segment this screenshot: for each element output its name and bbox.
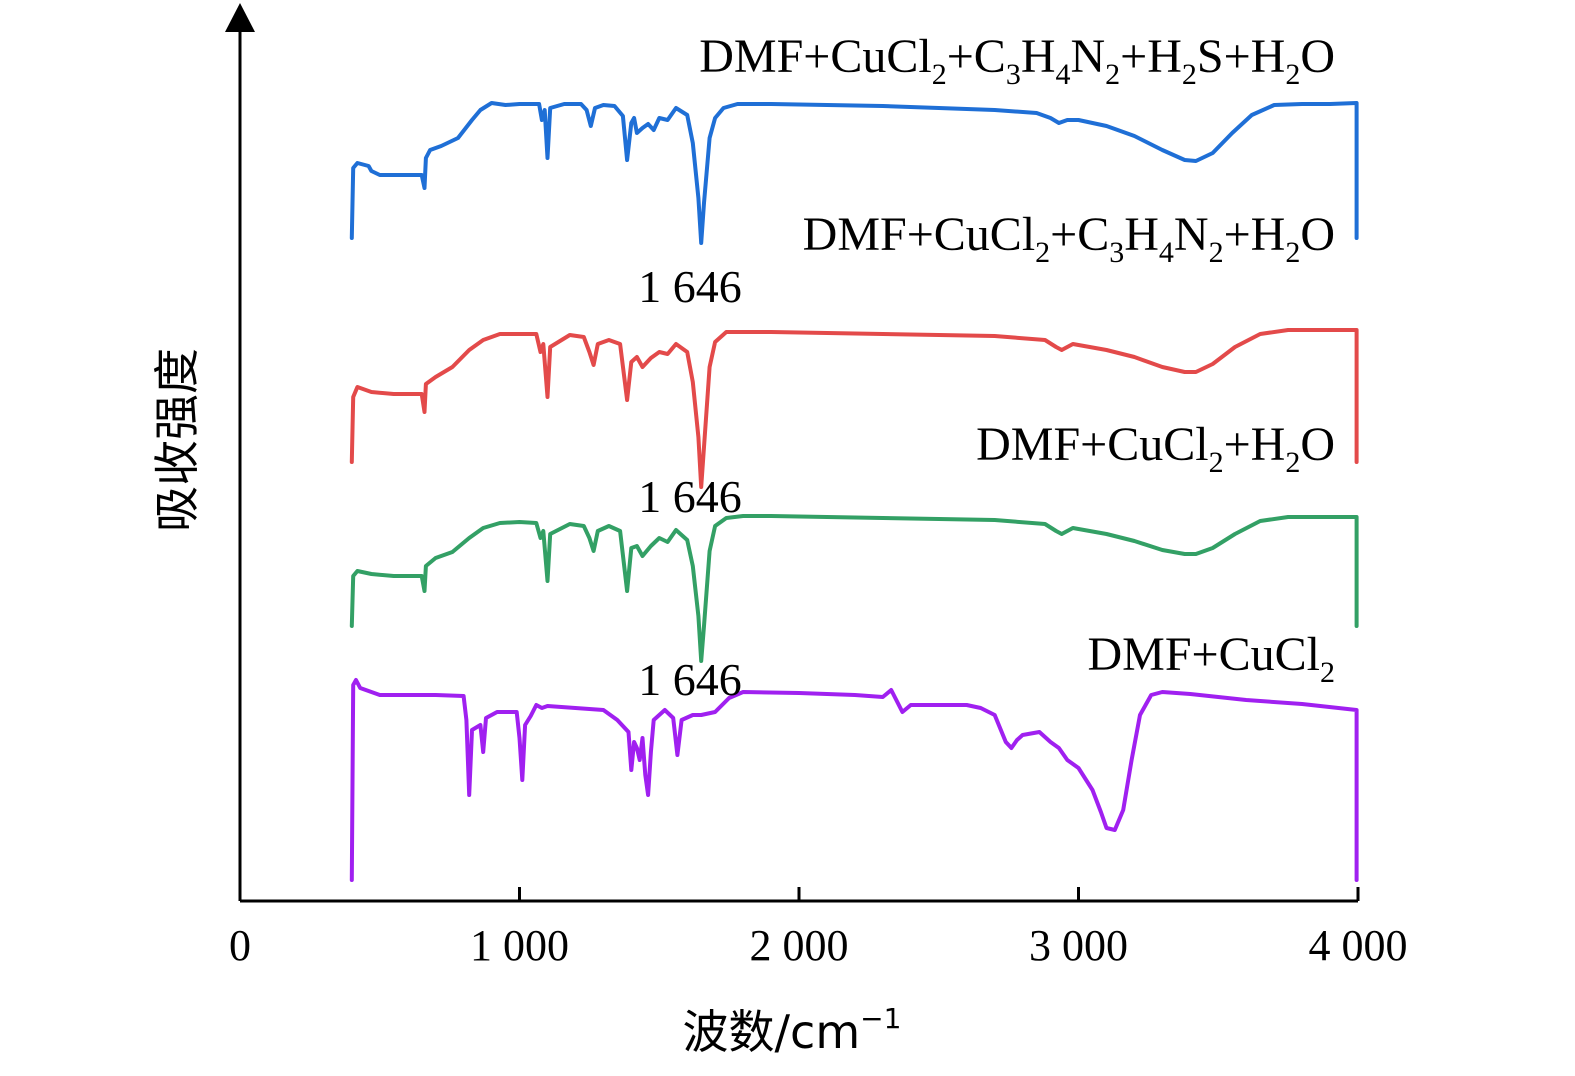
series-line xyxy=(349,514,1359,663)
series-line xyxy=(349,678,1359,882)
series-line xyxy=(349,101,1359,245)
x-tick-label: 0 xyxy=(229,921,251,970)
y-axis-title: 吸收强度 xyxy=(150,348,204,532)
y-axis xyxy=(225,3,255,901)
series-label: DMF+CuCl2+H2O xyxy=(976,418,1335,479)
annotations: 1 646 1 646 1 646 xyxy=(638,261,742,705)
peak-annotation: 1 646 xyxy=(638,471,742,522)
y-axis-arrow xyxy=(225,3,255,32)
x-tick-label: 4 000 xyxy=(1309,921,1408,970)
series-label: DMF+CuCl2+C3H4N2+H2O xyxy=(803,208,1335,269)
x-axis-title: 波数/cm−1 xyxy=(683,1002,902,1059)
series-group xyxy=(349,101,1359,882)
series-label: DMF+CuCl2+C3H4N2+H2S+H2O xyxy=(699,30,1335,91)
x-tick-label: 2 000 xyxy=(750,921,849,970)
series-line xyxy=(349,328,1359,489)
x-ticks: 0 1 000 2 000 3 000 4 000 xyxy=(229,887,1408,970)
peak-annotation: 1 646 xyxy=(638,654,742,705)
series-label: DMF+CuCl2 xyxy=(1088,628,1335,689)
x-tick-label: 1 000 xyxy=(470,921,569,970)
x-tick-label: 3 000 xyxy=(1029,921,1128,970)
series-labels: DMF+CuCl2+C3H4N2+H2S+H2O DMF+CuCl2+C3H4N2… xyxy=(699,30,1335,689)
peak-annotation: 1 646 xyxy=(638,261,742,312)
